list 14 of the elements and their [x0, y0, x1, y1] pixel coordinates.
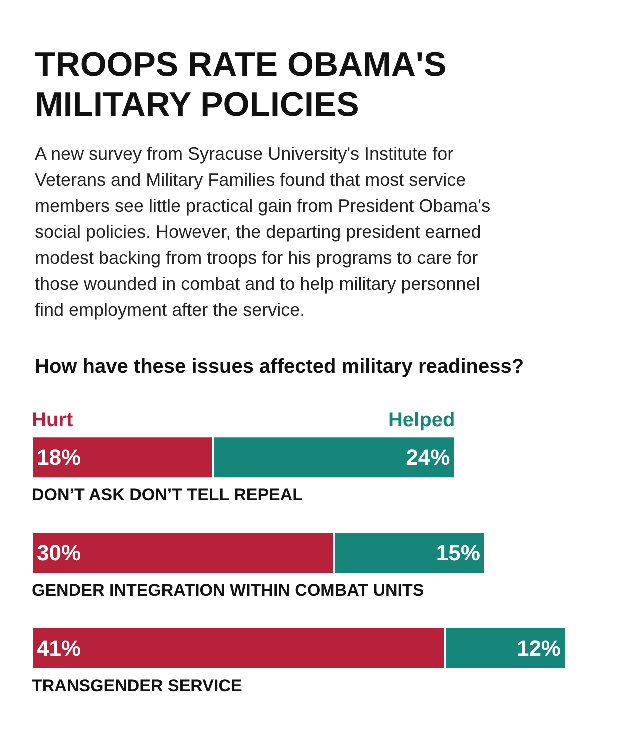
- series-label: Hurt: [32, 410, 74, 432]
- y-tick-label: GENDER INTEGRATION WITHIN COMBAT UNITS: [32, 581, 424, 600]
- series-label: Helped: [388, 410, 456, 432]
- data-label: 15%: [436, 540, 480, 566]
- data-label: 12%: [516, 636, 561, 661]
- data-label: 24%: [406, 445, 450, 470]
- y-tick-label: TRANSGENDER SERVICE: [32, 676, 242, 696]
- text: How have these issues affected military readiness?: [35, 356, 524, 378]
- data-label: 30%: [37, 540, 82, 566]
- data-label: 41%: [37, 636, 82, 661]
- data-label: 18%: [37, 445, 82, 470]
- chart-title: TROOPS RATE OBAMA'S MILITARY POLICIES: [35, 46, 456, 124]
- y-tick-label: DON’T ASK DON’T TELL REPEAL: [32, 486, 304, 505]
- chart-subtitle: A new survey from Syracuse University's Institute for Veterans and Military Families found that most service members see little practical gain from President Obama's social policies. However, the departing president earned modest backing from troops for his programs to care for those wounded in combat and to help military personnel find employment after the service.: [35, 144, 496, 320]
